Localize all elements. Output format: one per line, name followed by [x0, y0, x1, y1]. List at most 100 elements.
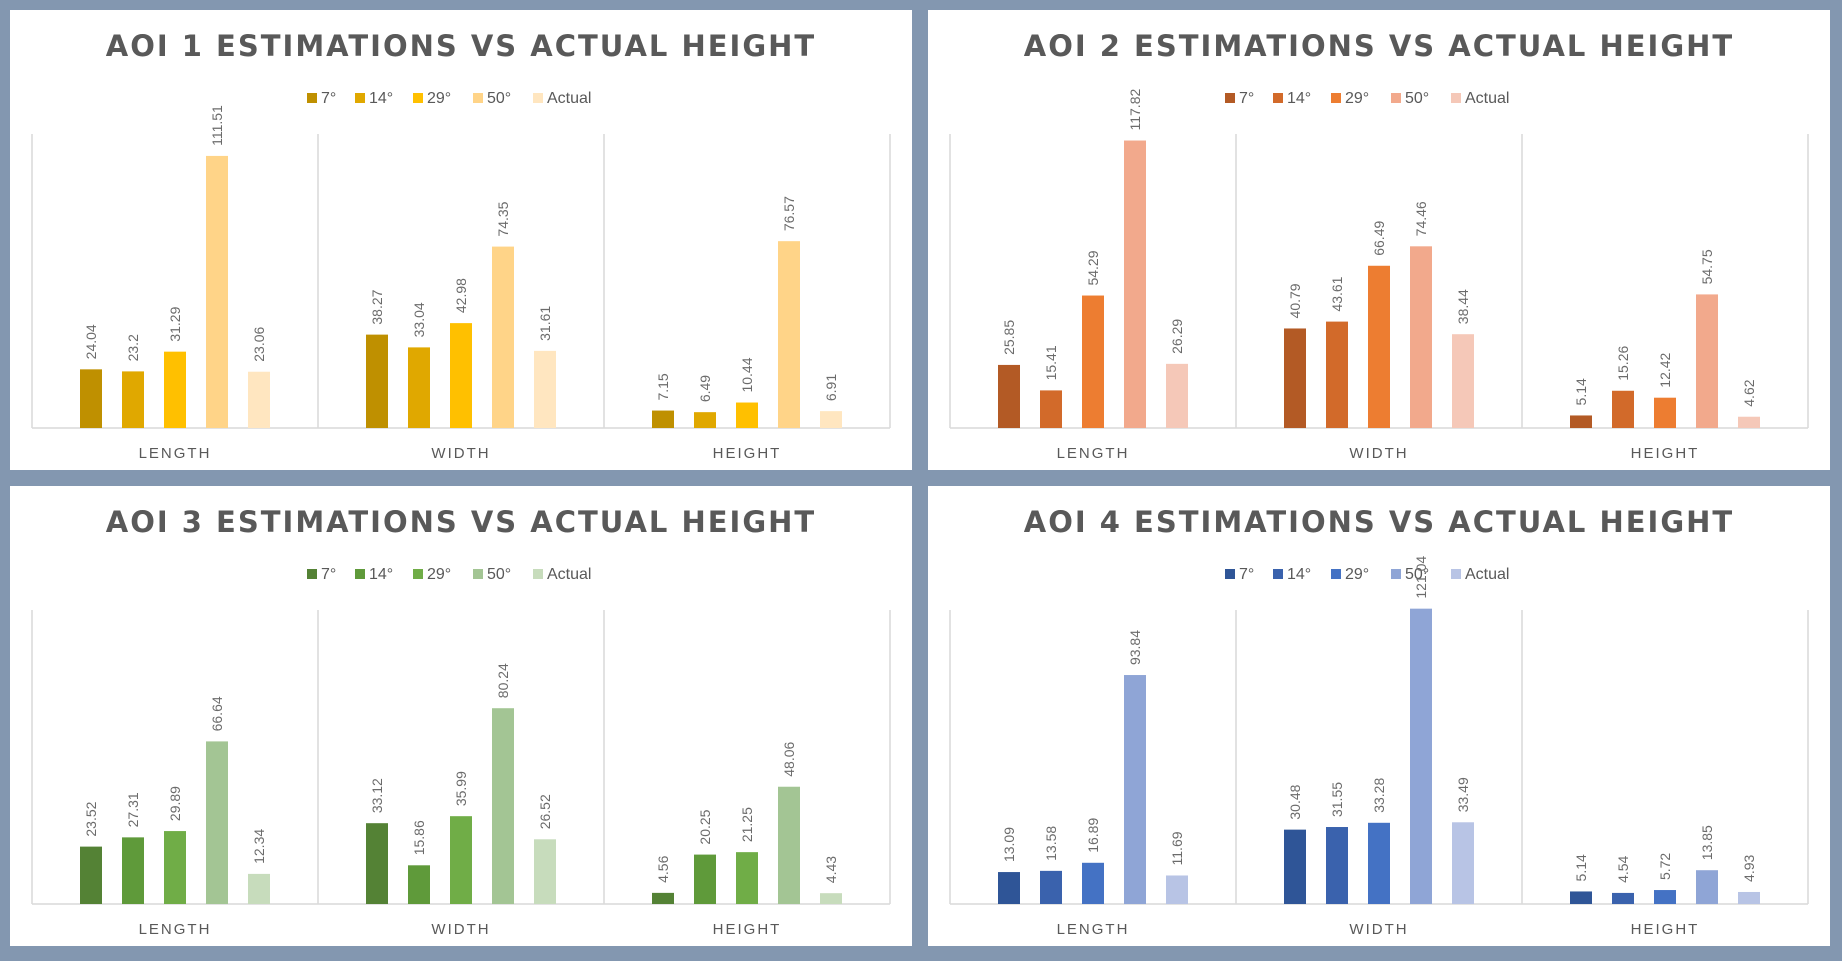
bar: [1124, 675, 1146, 904]
bar: [1082, 862, 1104, 904]
bar: [1612, 892, 1634, 904]
bar: [248, 873, 270, 904]
data-label: 5.14: [1573, 378, 1589, 405]
bar: [164, 351, 186, 428]
data-label: 93.84: [1127, 630, 1143, 665]
category-label: WIDTH: [1349, 921, 1408, 938]
data-label: 4.56: [655, 855, 671, 882]
bar: [820, 411, 842, 428]
category-label: WIDTH: [1349, 445, 1408, 462]
legend-item: Actual: [533, 90, 591, 107]
legend-item: Actual: [1451, 90, 1509, 107]
data-label: 25.85: [1001, 320, 1017, 355]
data-label: 21.25: [739, 807, 755, 842]
legend-item: 7°: [307, 566, 336, 583]
data-label: 15.26: [1615, 346, 1631, 381]
legend-item: Actual: [1451, 566, 1509, 583]
bar: [1696, 870, 1718, 904]
data-label: 31.29: [167, 306, 183, 341]
legend-label: Actual: [547, 566, 591, 583]
data-label: 80.24: [495, 663, 511, 698]
data-label: 33.12: [369, 778, 385, 813]
legend-item: 50°: [1391, 90, 1429, 107]
bar: [450, 816, 472, 904]
chart-svg: AOI 4 ESTIMATIONS VS ACTUAL HEIGHT 7° 14° 2…: [949, 505, 1809, 938]
bar: [694, 412, 716, 428]
category-label: LENGTH: [139, 921, 212, 938]
data-label: 13.09: [1001, 827, 1017, 862]
legend-swatch: [1225, 569, 1235, 579]
bar: [652, 892, 674, 904]
bar: [492, 246, 514, 428]
chart-panel-aoi-1: AOI 1 ESTIMATIONS VS ACTUAL HEIGHT 7° 14° 2…: [10, 10, 912, 470]
category-label: HEIGHT: [1631, 445, 1700, 462]
data-label: 4.43: [823, 856, 839, 883]
bar: [1326, 321, 1348, 428]
data-label: 38.44: [1455, 289, 1471, 324]
data-label: 10.44: [739, 357, 755, 392]
legend-item: 14°: [1273, 90, 1311, 107]
data-label: 121.04: [1413, 556, 1429, 599]
legend-swatch: [473, 569, 483, 579]
bar: [80, 369, 102, 428]
category-label: LENGTH: [139, 445, 212, 462]
data-label: 31.55: [1329, 782, 1345, 817]
legend-label: 14°: [1287, 90, 1311, 107]
legend-swatch: [1273, 569, 1283, 579]
data-label: 27.31: [125, 792, 141, 827]
legend-item: 29°: [413, 566, 451, 583]
data-label: 117.82: [1127, 89, 1143, 131]
data-label: 20.25: [697, 809, 713, 844]
bar: [122, 371, 144, 428]
data-label: 6.49: [697, 375, 713, 402]
data-label: 66.64: [209, 696, 225, 731]
bar: [450, 323, 472, 428]
legend-label: 14°: [369, 566, 393, 583]
bar: [736, 852, 758, 904]
legend-swatch: [1273, 93, 1283, 103]
category-label: WIDTH: [431, 921, 490, 938]
bar: [736, 402, 758, 428]
legend-item: 29°: [413, 90, 451, 107]
data-label: 26.29: [1169, 319, 1185, 354]
chart-title: AOI 4 ESTIMATIONS VS ACTUAL HEIGHT: [1024, 505, 1734, 539]
bar: [1368, 822, 1390, 904]
bar: [248, 371, 270, 428]
legend-item: 29°: [1331, 566, 1369, 583]
chart-svg: AOI 3 ESTIMATIONS VS ACTUAL HEIGHT 7° 14° 2…: [31, 505, 891, 938]
bar: [408, 347, 430, 428]
bar: [778, 786, 800, 904]
bar: [1082, 295, 1104, 428]
bar: [1654, 397, 1676, 428]
chart-svg: AOI 2 ESTIMATIONS VS ACTUAL HEIGHT 7° 14° 2…: [949, 29, 1809, 462]
legend-swatch: [1391, 569, 1401, 579]
legend-label: 50°: [1405, 566, 1429, 583]
bar: [1040, 870, 1062, 904]
bar: [1696, 294, 1718, 428]
legend-label: Actual: [1465, 90, 1509, 107]
data-label: 12.42: [1657, 352, 1673, 387]
bar: [1570, 891, 1592, 904]
bar: [408, 865, 430, 904]
data-label: 74.46: [1413, 201, 1429, 236]
legend-item: Actual: [533, 566, 591, 583]
legend-label: 50°: [1405, 90, 1429, 107]
legend-swatch: [413, 569, 423, 579]
bar: [820, 893, 842, 904]
data-label: 23.06: [251, 326, 267, 361]
bar: [366, 823, 388, 904]
data-label: 66.49: [1371, 221, 1387, 256]
data-label: 15.86: [411, 820, 427, 855]
data-label: 33.49: [1455, 777, 1471, 812]
legend-swatch: [355, 569, 365, 579]
data-label: 23.2: [125, 334, 141, 361]
legend-label: Actual: [547, 90, 591, 107]
data-label: 40.79: [1287, 283, 1303, 318]
bar: [1124, 140, 1146, 428]
legend-label: 7°: [1239, 566, 1254, 583]
bar: [164, 831, 186, 904]
bar: [1570, 415, 1592, 428]
legend-label: 50°: [487, 566, 511, 583]
legend-swatch: [1391, 93, 1401, 103]
legend-item: 50°: [473, 566, 511, 583]
